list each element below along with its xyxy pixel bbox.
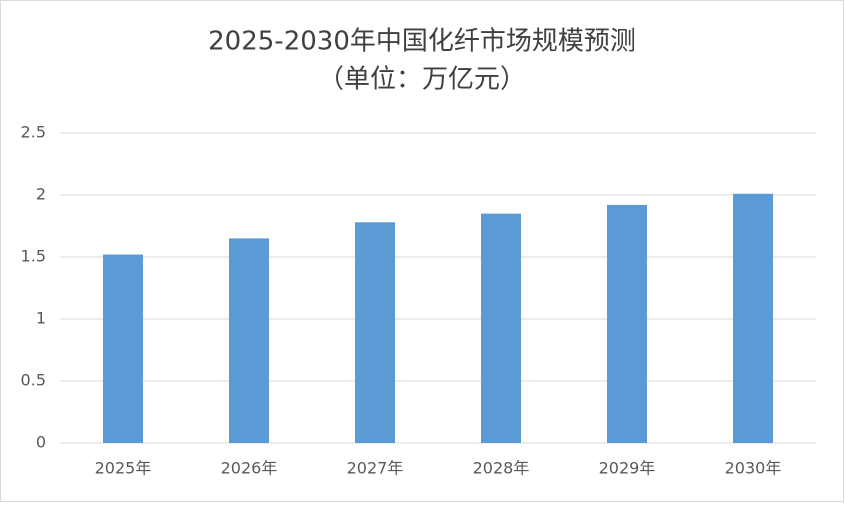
y-tick-label: 2 [36, 185, 46, 204]
bar [103, 254, 143, 443]
y-tick-label: 1.5 [21, 247, 46, 266]
x-tick-label: 2025年 [95, 459, 152, 478]
bar [355, 222, 395, 443]
y-tick-label: 2.5 [21, 123, 46, 142]
x-tick-label: 2028年 [473, 459, 530, 478]
y-tick-label: 0.5 [21, 371, 46, 390]
chart-title: 2025-2030年中国化纤市场规模预测 [208, 27, 636, 57]
y-tick-label: 0 [36, 433, 46, 452]
bar [733, 193, 773, 443]
bar [607, 204, 647, 443]
x-tick-label: 2030年 [725, 459, 782, 478]
y-tick-label: 1 [36, 309, 46, 328]
bar [229, 238, 269, 443]
bar [481, 213, 521, 443]
x-tick-label: 2027年 [347, 459, 404, 478]
chart-subtitle: （单位：万亿元） [318, 65, 526, 95]
x-tick-label: 2029年 [599, 459, 656, 478]
x-tick-label: 2026年 [221, 459, 278, 478]
